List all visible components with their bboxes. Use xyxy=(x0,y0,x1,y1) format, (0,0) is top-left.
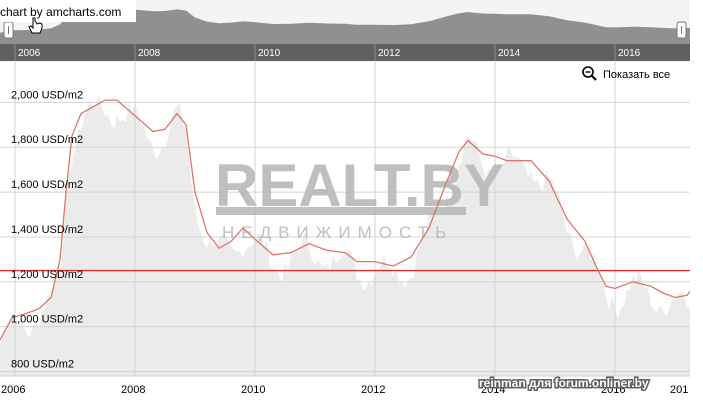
scrollbar-tick-label: 2010 xyxy=(258,48,281,59)
y-tick-label: 1,400 USD/m2 xyxy=(11,224,83,236)
y-tick-label: 2,000 USD/m2 xyxy=(11,89,83,101)
credit-box xyxy=(0,0,136,22)
scrollbar-overview-area xyxy=(0,8,703,44)
gridlines xyxy=(0,62,690,376)
scrollbar-bottom-band[interactable] xyxy=(0,44,690,61)
scrollbar-tick-label: 2014 xyxy=(498,48,521,59)
x-tick-label: 2014 xyxy=(481,384,505,396)
x-tick-label: 2016 xyxy=(601,384,625,396)
plot-area: REALT.BY НЕДВИЖИМОСТЬ 2,000 USD/m2 1,800 … xyxy=(0,62,690,396)
scrollbar-tick-label: 2008 xyxy=(138,48,161,59)
scrollbar-tick-label: 2006 xyxy=(18,48,41,59)
watermark-subtitle: НЕДВИЖИМОСТЬ xyxy=(222,223,453,242)
y-tick-label: 800 USD/m2 xyxy=(11,359,74,371)
y-tick-label: 1,000 USD/m2 xyxy=(11,314,83,326)
scrollbar[interactable]: 2006 2008 2010 2012 2014 2016 xyxy=(0,0,703,62)
x-tick-label: 2010 xyxy=(241,384,265,396)
volume-area xyxy=(0,92,690,376)
right-margin xyxy=(690,0,703,406)
realt-watermark: REALT.BY НЕДВИЖИМОСТЬ xyxy=(215,152,504,242)
x-tick-label: 201 xyxy=(670,384,688,396)
y-tick-label: 1,200 USD/m2 xyxy=(11,269,83,281)
x-tick-label: 2008 xyxy=(121,384,145,396)
price-series-line xyxy=(0,99,690,341)
watermark-bar xyxy=(216,207,466,215)
amcharts-credit[interactable]: chart by amcharts.com xyxy=(0,5,121,19)
magnifier-icon xyxy=(582,66,597,81)
show-all-button[interactable]: Показать все xyxy=(582,66,670,81)
x-tick-label: 2012 xyxy=(361,384,385,396)
y-tick-label: 1,600 USD/m2 xyxy=(11,179,83,191)
hand-cursor-icon xyxy=(28,17,43,34)
y-tick-label: 1,800 USD/m2 xyxy=(11,134,83,146)
forum-credit: reinman для forum.onliner.by xyxy=(479,376,649,390)
scrollbar-tick-label: 2016 xyxy=(618,48,641,59)
x-tick-label: 2006 xyxy=(1,384,25,396)
scrollbar-tick-label: 2012 xyxy=(378,48,401,59)
show-all-label[interactable]: Показать все xyxy=(603,69,670,81)
